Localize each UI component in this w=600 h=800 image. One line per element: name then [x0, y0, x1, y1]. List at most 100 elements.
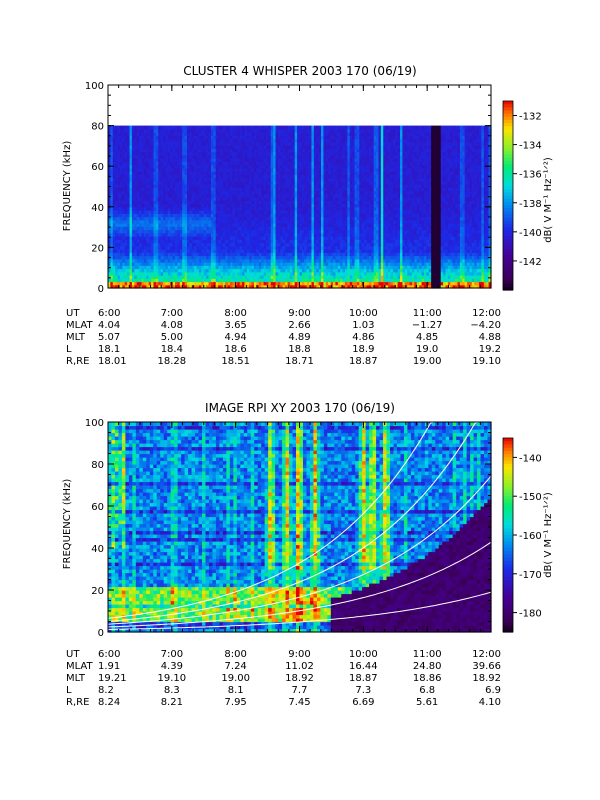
- whisper-colorbar: -132 -134 -136 -138 -140 -142: [502, 100, 542, 291]
- rpi-table-cell: 6:00: [98, 649, 120, 660]
- rpi-overlay-curve: [107, 421, 491, 619]
- whisper-ytick-label: 20: [91, 243, 104, 254]
- whisper-table-cell: 4.88: [479, 332, 501, 343]
- rpi-colorbar-tick-label: -160: [519, 531, 542, 542]
- whisper-table-cell: 18.51: [221, 356, 250, 367]
- rpi-ytick-label: 60: [91, 502, 104, 513]
- whisper-cells: [108, 125, 492, 289]
- rpi-overlay-curve: [107, 541, 492, 628]
- whisper-colorbar-tick-label: -142: [519, 257, 542, 268]
- rpi-colorbar-tick-label: -140: [519, 453, 542, 464]
- rpi-table-cell: 1.91: [98, 661, 120, 672]
- whisper-table-row-label: R,RE: [66, 356, 89, 367]
- whisper-table-cell: 18.01: [98, 356, 127, 367]
- whisper-table-cell: 12:00: [472, 308, 501, 319]
- whisper-y-axis-label: FREQUENCY (kHz): [62, 141, 73, 232]
- whisper-table-row-label: MLAT: [66, 320, 93, 331]
- rpi-table-cell: 8.24: [98, 697, 120, 708]
- rpi-ytick-label: 20: [91, 586, 104, 597]
- rpi-table-cell: 18.87: [349, 673, 378, 684]
- whisper-table-row-label: L: [66, 344, 72, 355]
- rpi-table-row-label: UT: [66, 649, 80, 660]
- rpi-table-cell: 7:00: [161, 649, 183, 660]
- whisper-table-cell: 8:00: [224, 308, 246, 319]
- whisper-table-cell: 4.04: [98, 320, 120, 331]
- whisper-colorbar-tick-label: -138: [519, 199, 542, 210]
- whisper-table-cell: 18.8: [288, 344, 310, 355]
- whisper-table-cell: 18.6: [225, 344, 247, 355]
- rpi-table-cell: 7.3: [355, 685, 371, 696]
- whisper-table-cell: 4.85: [416, 332, 438, 343]
- whisper-table-cell: 19.2: [479, 344, 501, 355]
- whisper-table-cell: 18.71: [285, 356, 314, 367]
- rpi-colorbar-tick-label: -150: [519, 492, 542, 503]
- rpi-table-cell: 8.2: [98, 685, 114, 696]
- whisper-table-row-label: UT: [66, 308, 80, 319]
- rpi-table-cell: 11.02: [285, 661, 314, 672]
- rpi-table-cell: 10:00: [349, 649, 378, 660]
- rpi-table-row-label: MLT: [66, 673, 86, 684]
- whisper-colorbar-tick-label: -132: [519, 112, 542, 123]
- rpi-ytick-label: 0: [98, 628, 104, 639]
- whisper-table-cell: 3.65: [225, 320, 247, 331]
- whisper-spectrogram: [107, 84, 492, 289]
- rpi-table-cell: 18.86: [413, 673, 442, 684]
- rpi-table-cell: 4.10: [479, 697, 501, 708]
- rpi-ytick-label: 40: [91, 544, 104, 555]
- whisper-table-cell: 6:00: [98, 308, 120, 319]
- whisper-title: CLUSTER 4 WHISPER 2003 170 (06/19): [183, 64, 416, 78]
- rpi-colorbar-tick-label: -170: [519, 570, 542, 581]
- whisper-table-cell: 10:00: [349, 308, 378, 319]
- whisper-ytick-label: 40: [91, 203, 104, 214]
- rpi-table-cell: 8:00: [224, 649, 246, 660]
- whisper-table-cell: 18.87: [349, 356, 378, 367]
- rpi-spectrogram: [107, 421, 492, 633]
- rpi-table-cell: 6.8: [419, 685, 435, 696]
- rpi-y-axis-label: FREQUENCY (kHz): [62, 479, 73, 570]
- rpi-table-cell: 6.69: [352, 697, 374, 708]
- whisper-table-cell: −1.27: [412, 320, 443, 331]
- whisper-ytick-label: 100: [85, 81, 104, 92]
- whisper-table-cell: 18.4: [161, 344, 183, 355]
- rpi-table-cell: 7.24: [225, 661, 247, 672]
- rpi-table-cell: 8.1: [228, 685, 244, 696]
- whisper-table-cell: 1.03: [352, 320, 374, 331]
- rpi-title: IMAGE RPI XY 2003 170 (06/19): [205, 401, 395, 415]
- rpi-table-cell: 19.00: [221, 673, 250, 684]
- rpi-table-cell: 8.21: [161, 697, 183, 708]
- whisper-table-cell: 18.9: [352, 344, 374, 355]
- rpi-table-cell: 8.3: [164, 685, 180, 696]
- rpi-table-cell: 9:00: [288, 649, 310, 660]
- whisper-orbit-table: UT 6:00 7:00 8:00 9:00 10:00 11:00 12:00 MLAT 4.0…: [66, 308, 501, 367]
- rpi-panel: IMAGE RPI XY 2003 170 (06/19) 0 20 40 60 80 1…: [62, 401, 554, 708]
- rpi-table-row-label: L: [66, 685, 72, 696]
- whisper-colorbar-tick-label: -136: [519, 170, 542, 181]
- rpi-overlay-curve: [107, 421, 491, 622]
- rpi-colorbar: -140 -150 -160 -170 -180: [502, 437, 542, 633]
- rpi-overlay-curve: [107, 475, 492, 625]
- whisper-table-cell: 5.07: [98, 332, 120, 343]
- whisper-y-axis: 0 20 40 60 80 100: [85, 81, 492, 295]
- whisper-table-cell: 5.00: [161, 332, 183, 343]
- rpi-table-cell: 11:00: [413, 649, 442, 660]
- whisper-table-cell: 19.00: [413, 356, 442, 367]
- whisper-table-cell: 18.1: [98, 344, 120, 355]
- whisper-colorbar-tick-label: -134: [519, 141, 542, 152]
- whisper-table-cell: 4.86: [352, 332, 374, 343]
- whisper-table-cell: 2.66: [288, 320, 310, 331]
- rpi-table-cell: 7.45: [288, 697, 310, 708]
- whisper-ytick-label: 0: [98, 284, 104, 295]
- rpi-ytick-label: 100: [85, 418, 104, 429]
- rpi-table-cell: 7.95: [225, 697, 247, 708]
- rpi-colorbar-tick-label: -180: [519, 609, 542, 620]
- whisper-table-cell: 19.0: [416, 344, 438, 355]
- rpi-table-cell: 4.39: [161, 661, 183, 672]
- rpi-table-cell: 5.61: [416, 697, 438, 708]
- whisper-ytick-label: 80: [91, 122, 104, 133]
- rpi-ytick-label: 80: [91, 460, 104, 471]
- rpi-table-cell: 19.10: [158, 673, 187, 684]
- whisper-table-cell: 18.28: [158, 356, 187, 367]
- rpi-table-cell: 24.80: [413, 661, 442, 672]
- rpi-table-cell: 16.44: [349, 661, 378, 672]
